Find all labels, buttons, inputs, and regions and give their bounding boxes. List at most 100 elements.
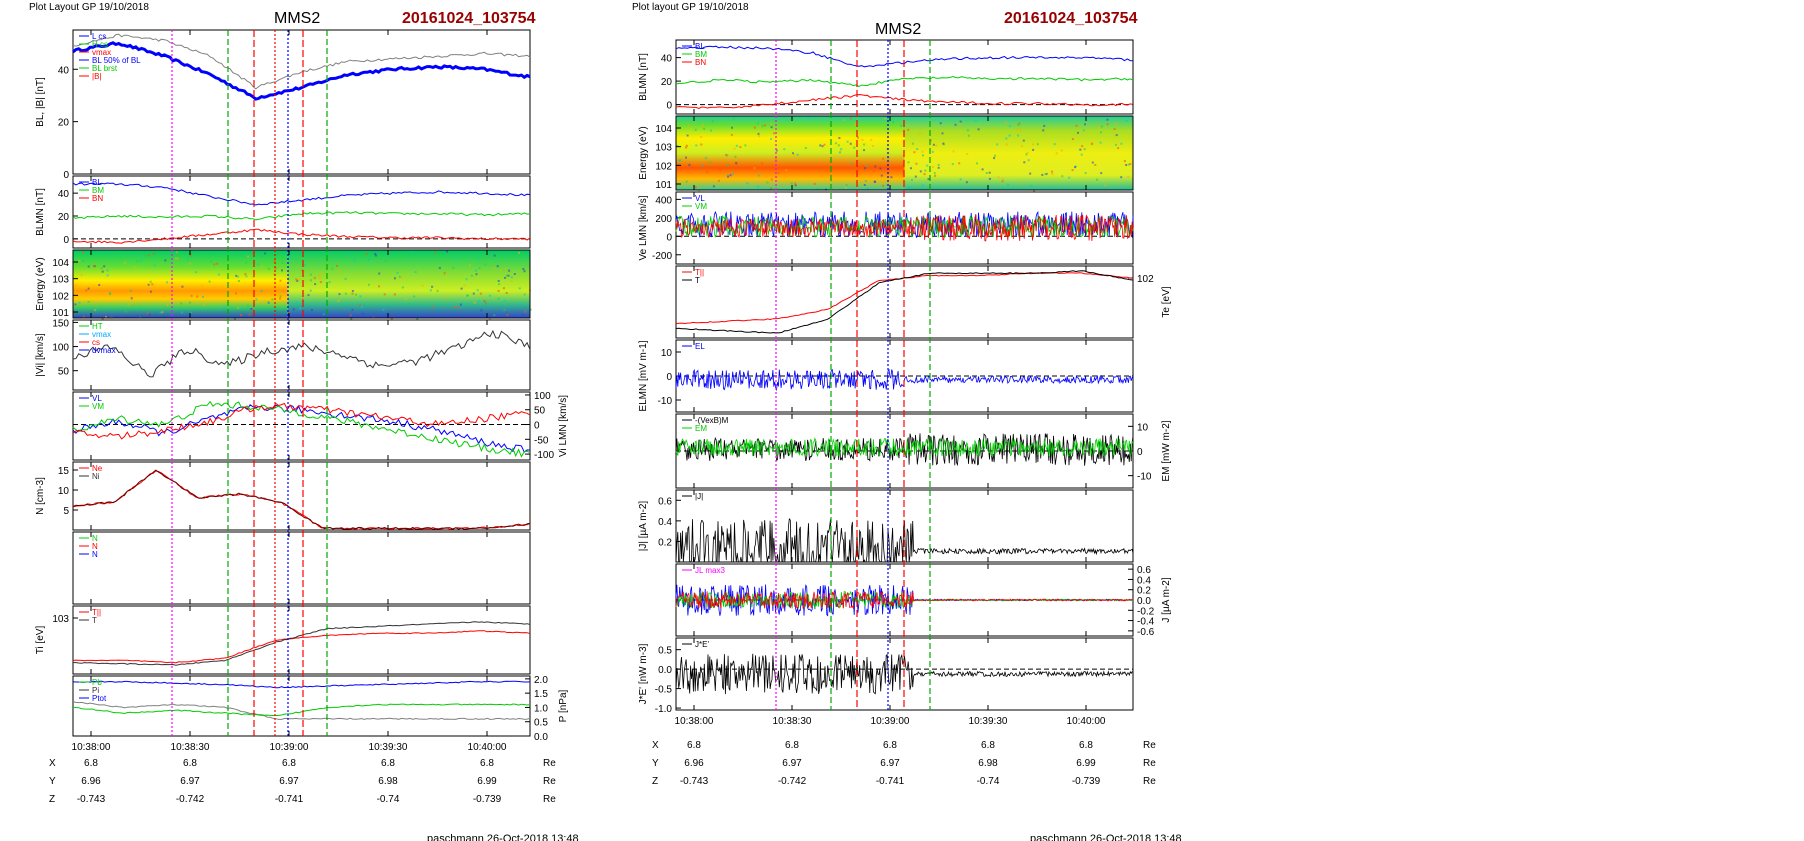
spectrogram-pixel	[314, 283, 317, 286]
ephemeris-row-name: Y	[49, 776, 56, 787]
spectrogram-pixel	[98, 284, 101, 286]
time-tick-label: 10:40:00	[468, 742, 507, 753]
spectrogram-pixel	[993, 157, 996, 160]
spectrogram-pixel	[744, 144, 747, 147]
y-tick-label: 10	[58, 486, 70, 497]
spectrogram-pixel	[717, 179, 720, 182]
spectrogram-pixel	[413, 295, 416, 298]
spectrogram-pixel	[506, 313, 509, 316]
y-tick-label: 20	[58, 212, 70, 223]
spectrogram-pixel	[235, 292, 237, 295]
ephemeris-value: -0.743	[680, 776, 709, 787]
ephemeris-value: 6.8	[785, 740, 799, 751]
spectrogram-pixel	[729, 174, 732, 177]
spectrogram-pixel	[452, 266, 455, 269]
spectrogram-pixel	[1060, 149, 1063, 152]
spectrogram-pixel	[1101, 125, 1103, 128]
spectrogram-pixel	[181, 285, 184, 288]
legend-label: BN	[695, 58, 706, 67]
spectrogram-pixel	[849, 142, 852, 145]
spectrogram-pixel	[196, 295, 199, 298]
spectrogram-pixel	[130, 297, 133, 300]
spectrogram-pixel	[958, 162, 961, 165]
spectrogram-pixel	[394, 277, 396, 280]
spectrogram-pixel	[794, 184, 797, 187]
y-tick-label: 40	[58, 189, 70, 200]
y-tick-label: -0.6	[1137, 627, 1155, 638]
spectrogram-pixel	[274, 267, 277, 270]
spectrogram-pixel	[505, 292, 508, 294]
layout-label-left: Plot Layout GP 19/10/2018	[29, 2, 149, 13]
spectrogram-pixel	[1096, 178, 1099, 181]
spectrogram-pixel	[244, 273, 247, 276]
spectrogram-pixel	[190, 294, 193, 297]
spectrogram-pixel	[997, 176, 1000, 179]
spectrogram-pixel	[87, 300, 90, 303]
spectrogram-pixel	[503, 299, 506, 302]
spectrogram-pixel	[269, 287, 272, 290]
spectrogram-pixel	[162, 295, 165, 298]
spectrogram-pixel	[298, 278, 301, 281]
ephemeris-row-name: Y	[652, 758, 659, 769]
spectrogram-pixel	[816, 188, 819, 191]
spectrogram-pixel	[1008, 125, 1011, 128]
spectrogram-pixel	[770, 137, 773, 140]
spectrogram-pixel	[496, 265, 499, 268]
spectrogram-pixel	[217, 273, 220, 276]
spectrogram-pixel	[292, 308, 295, 311]
ephemeris-value: 6.8	[480, 758, 494, 769]
y-tick-label: -100	[534, 450, 554, 461]
y-axis-label: |J| [µA m-2]	[638, 501, 649, 552]
spectrogram-pixel	[874, 180, 877, 183]
panel-frame	[72, 461, 531, 531]
spectrogram-pixel	[74, 303, 77, 306]
spectrogram-pixel	[1127, 163, 1130, 166]
spectrogram-pixel	[939, 122, 942, 125]
spectrogram-pixel	[700, 143, 703, 146]
spectrogram-pixel	[505, 267, 507, 270]
spectrogram-pixel	[1033, 189, 1036, 192]
spectrogram-pixel	[320, 272, 323, 275]
spectrogram-pixel	[700, 136, 703, 138]
time-tick-label: 10:39:30	[369, 742, 408, 753]
spectrogram-pixel	[148, 313, 151, 316]
spectrogram-pixel	[309, 289, 312, 292]
spectrogram-pixel	[279, 297, 282, 300]
spectrogram-pixel	[521, 314, 524, 317]
spectrogram-pixel	[1036, 143, 1039, 146]
spectrogram-pixel	[313, 277, 316, 280]
spectrogram-pixel	[794, 182, 797, 185]
legend-label: BM	[92, 186, 104, 195]
spectrogram-pixel	[1002, 177, 1005, 180]
y-tick-label: 20	[58, 118, 70, 129]
spectrogram-pixel	[1027, 159, 1030, 162]
spectrogram-pixel	[128, 303, 131, 306]
spectrogram-pixel	[296, 279, 299, 282]
spectrogram-pixel	[359, 295, 362, 298]
spectrogram-pixel	[303, 264, 306, 267]
y-axis-label: BLMN [nT]	[638, 53, 649, 101]
spectrogram-pixel	[478, 267, 481, 270]
spectrogram-pixel	[302, 298, 304, 301]
spectrogram-pixel	[687, 124, 690, 127]
spectrogram-pixel	[328, 281, 331, 284]
panel-frame	[72, 675, 531, 737]
spectrogram-pixel	[430, 304, 433, 306]
spectrogram-pixel	[518, 251, 520, 254]
spectrogram-pixel	[880, 174, 883, 177]
spectrogram-pixel	[866, 187, 869, 190]
legend-label: N	[92, 542, 98, 551]
y-tick-label: 10	[1137, 422, 1149, 433]
spectrogram-pixel	[694, 186, 697, 189]
spectrogram-pixel	[202, 303, 205, 306]
spectrogram-pixel	[1051, 170, 1054, 173]
ephemeris-table-right: X 6.8 6.8 6.8 6.8 6.8 Re Y 6.96 6.97 6.97 6.98 6.99 R…	[652, 740, 1156, 787]
legend-label: cs	[92, 338, 100, 347]
spectrogram-pixel	[676, 144, 679, 147]
spectrogram-pixel	[512, 316, 515, 318]
y-axis-label: Ti [eV]	[35, 626, 46, 655]
spectrogram-pixel	[361, 312, 364, 315]
series-line	[72, 33, 531, 90]
